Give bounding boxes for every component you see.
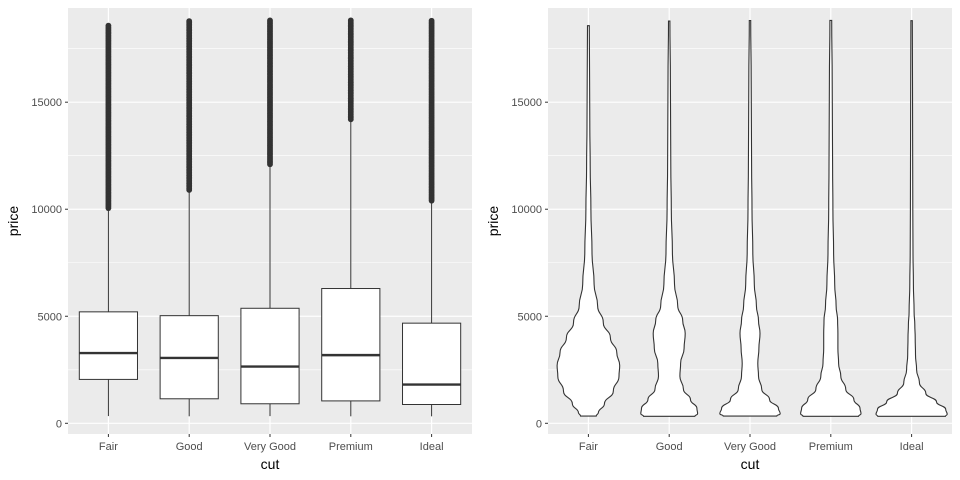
x-tick-label: Very Good [724, 441, 776, 453]
violin-good [640, 20, 699, 417]
box-body [321, 288, 381, 402]
outlier-points [267, 17, 273, 168]
violin-panel: 0 5000 10000 15000 Fair Good Very Good Premium I… [485, 8, 952, 472]
box-premium [321, 17, 381, 417]
y-tick-label: 15000 [511, 97, 542, 109]
box-ideal [402, 17, 462, 417]
outlier-point [347, 17, 354, 24]
box-very-good [240, 17, 300, 417]
y-tick-label: 10000 [31, 204, 62, 216]
x-tick-label: Ideal [420, 441, 444, 453]
outlier-point [428, 17, 435, 24]
outlier-point [267, 17, 273, 24]
violin-premium [800, 19, 862, 417]
x-axis-title: cut [261, 456, 280, 472]
y-axis-title: price [5, 206, 21, 237]
box-good [159, 18, 219, 417]
violin-fair [556, 25, 621, 417]
x-tick-label: Fair [579, 441, 598, 453]
outlier-points [105, 22, 112, 212]
violin-very-good [719, 19, 781, 417]
y-tick-label: 15000 [31, 97, 62, 109]
x-tick-label: Ideal [900, 441, 924, 453]
x-axis-title: cut [741, 456, 760, 472]
y-tick-label: 0 [536, 418, 542, 430]
outlier-point [105, 22, 112, 29]
y-axis-title: price [485, 206, 501, 237]
x-tick-label: Fair [99, 441, 118, 453]
outlier-point [186, 18, 193, 25]
outlier-points [347, 17, 354, 123]
y-tick-label: 10000 [511, 204, 542, 216]
y-tick-label: 0 [56, 418, 62, 430]
outlier-points [186, 18, 193, 193]
box-body [402, 322, 462, 406]
boxplot-panel: 0 5000 10000 15000 Fair Good Very Good Premium I… [5, 8, 472, 472]
box-fair [78, 22, 138, 417]
x-tick-label: Very Good [244, 441, 296, 453]
box-body [78, 311, 138, 380]
x-tick-label: Good [176, 441, 203, 453]
box-body [240, 307, 300, 405]
y-tick-label: 5000 [518, 311, 542, 323]
x-tick-label: Premium [329, 441, 373, 453]
x-tick-label: Good [656, 441, 683, 453]
violin-ideal [875, 20, 948, 417]
y-tick-label: 5000 [38, 311, 62, 323]
outlier-points [428, 17, 435, 204]
x-tick-label: Premium [809, 441, 853, 453]
